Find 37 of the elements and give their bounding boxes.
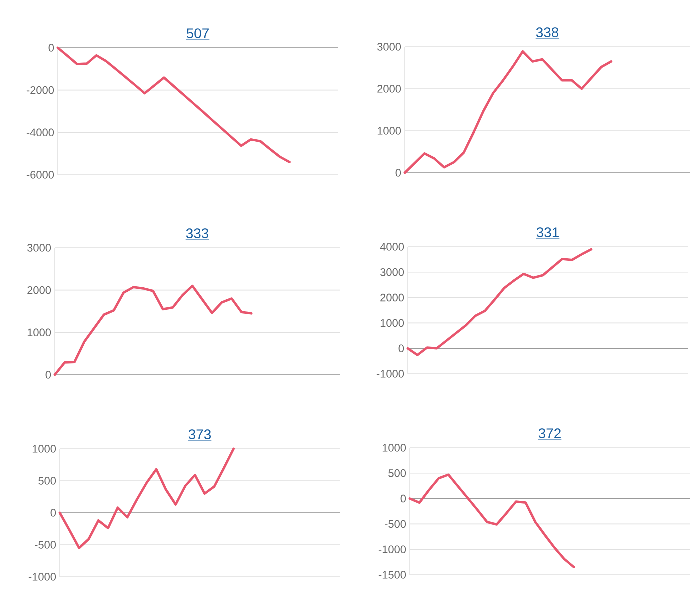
y-tick-label: 1000 bbox=[378, 127, 402, 135]
y-tick-label: 500 bbox=[38, 477, 56, 485]
y-tick-label: 500 bbox=[388, 470, 406, 478]
y-tick-label: 0 bbox=[398, 344, 404, 352]
chart-title: 331 bbox=[536, 228, 559, 238]
y-tick-label: -6000 bbox=[26, 171, 54, 179]
line-series bbox=[408, 474, 576, 569]
chart-title: 333 bbox=[186, 228, 209, 239]
y-tick-label: -1000 bbox=[28, 573, 56, 581]
y-tick-label: -2000 bbox=[26, 86, 54, 94]
y-tick-label: -1500 bbox=[378, 571, 406, 579]
y-tick-label: -500 bbox=[385, 520, 406, 528]
y-tick-label: 1000 bbox=[380, 319, 404, 328]
line-series bbox=[58, 448, 235, 550]
y-tick-label: 1000 bbox=[32, 445, 56, 453]
y-tick-label: 0 bbox=[396, 169, 402, 177]
y-tick-label: 2000 bbox=[378, 85, 402, 93]
chart-title: 372 bbox=[538, 428, 561, 439]
y-tick-label: -4000 bbox=[26, 128, 54, 137]
y-tick-label: 1000 bbox=[382, 444, 406, 452]
y-tick-label: 4000 bbox=[380, 243, 404, 251]
y-tick-label: -1000 bbox=[376, 370, 404, 378]
y-tick-label: -1000 bbox=[378, 546, 406, 554]
y-tick-label: 3000 bbox=[28, 244, 52, 252]
y-tick-label: 0 bbox=[46, 371, 52, 379]
y-tick-label: 1000 bbox=[28, 328, 52, 337]
y-tick-label: 2000 bbox=[28, 286, 52, 294]
y-tick-label: 0 bbox=[48, 44, 54, 52]
y-tick-label: 0 bbox=[50, 509, 56, 517]
chart-title: 373 bbox=[188, 430, 212, 440]
chart-title: 338 bbox=[536, 28, 559, 38]
y-tick-label: 2000 bbox=[380, 294, 404, 302]
y-tick-label: 3000 bbox=[380, 268, 404, 276]
chart-title: 507 bbox=[186, 28, 209, 39]
y-tick-label: 0 bbox=[400, 494, 406, 503]
y-tick-label: -500 bbox=[35, 541, 56, 549]
y-tick-label: 3000 bbox=[378, 43, 402, 51]
